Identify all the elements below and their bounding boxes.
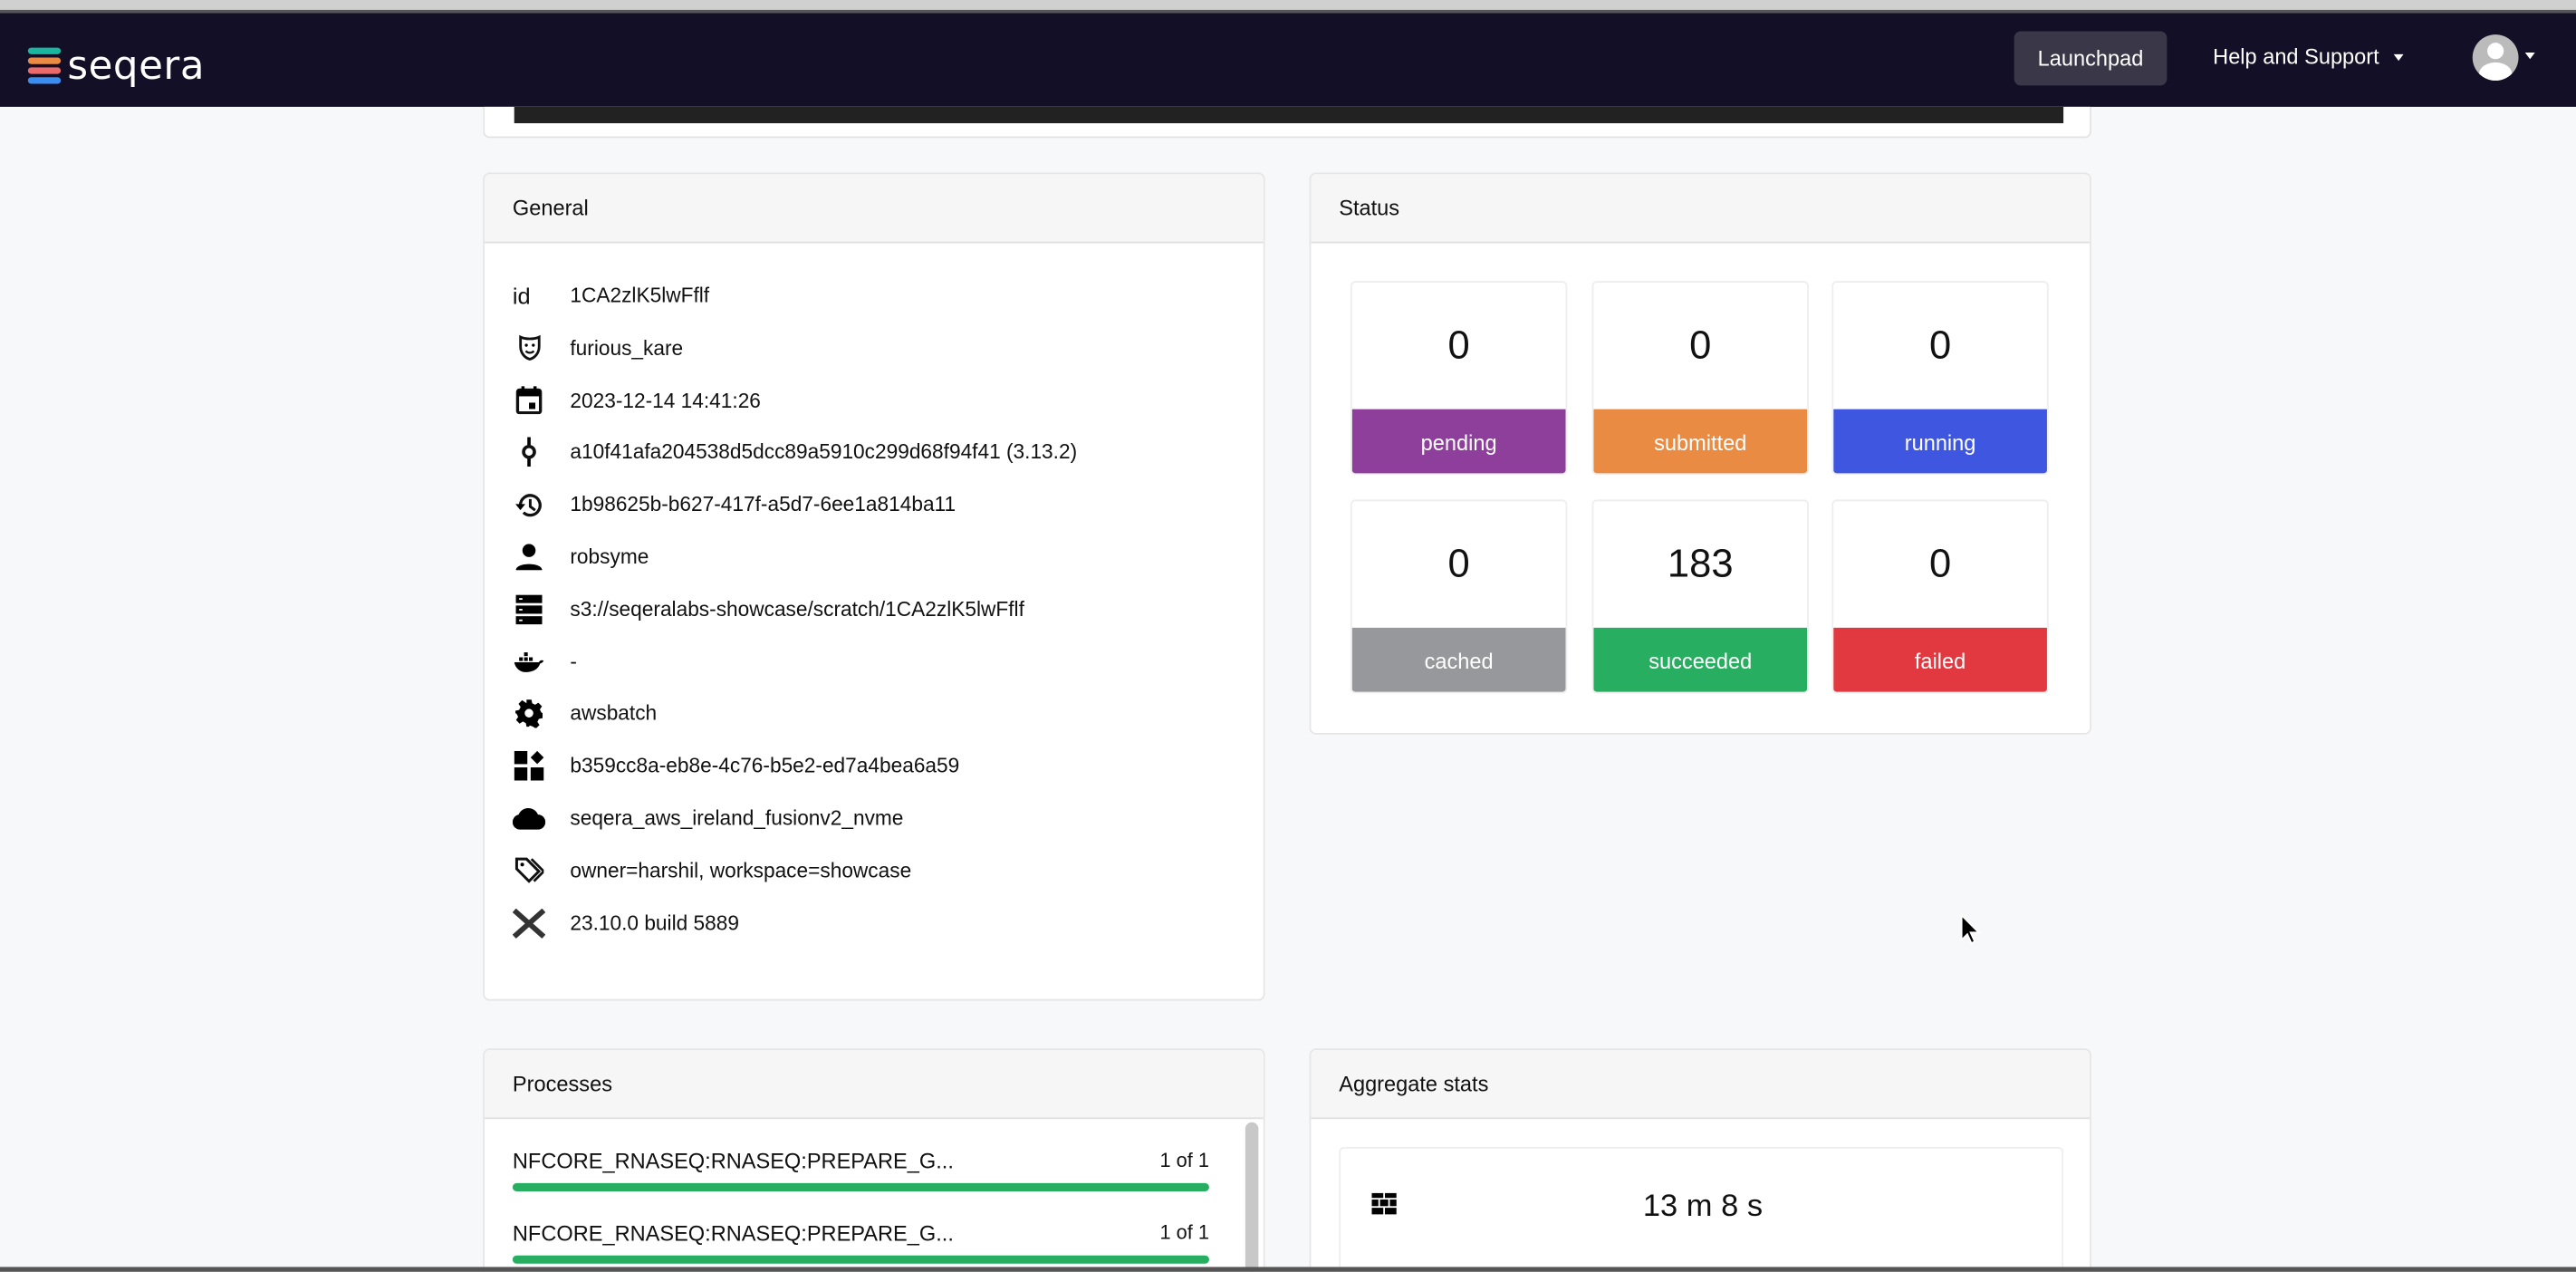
wall-time-value: 13 m 8 s: [1642, 1190, 1764, 1225]
grid-icon: [1371, 1192, 1397, 1215]
status-label: succeeded: [1593, 627, 1808, 692]
mask-icon: [513, 332, 545, 364]
status-label: submitted: [1593, 409, 1808, 474]
general-card: General id 1CA2zlK5lwFflf furious_kare 2023…: [483, 172, 1265, 1001]
status-tile-failed[interactable]: 0 failed: [1831, 499, 2049, 694]
seqera-logo[interactable]: seqera: [27, 43, 206, 89]
general-row: seqera_aws_ireland_fusionv2_nvme: [512, 802, 904, 834]
status-tile-submitted[interactable]: 0 submitted: [1591, 281, 1809, 476]
calendar-icon: [513, 384, 545, 417]
help-support-menu[interactable]: Help and Support: [2213, 43, 2404, 70]
general-value: b359cc8a-eb8e-4c76-b5e2-ed7a4bea6a59: [570, 754, 960, 778]
status-count: 183: [1667, 541, 1734, 586]
avatar[interactable]: [2472, 34, 2519, 81]
status-tile-cached[interactable]: 0 cached: [1350, 499, 1568, 694]
general-value: s3://seqeralabs-showcase/scratch/1CA2zlK…: [570, 597, 1024, 622]
general-row: s3://seqeralabs-showcase/scratch/1CA2zlK…: [513, 593, 1024, 625]
tags-icon: [513, 854, 545, 887]
general-row: furious_kare: [513, 332, 683, 364]
brand-name: seqera: [67, 43, 206, 89]
history-icon: [513, 488, 545, 521]
general-title: General: [485, 174, 1264, 244]
process-name: NFCORE_RNASEQ:RNASEQ:PREPARE_G...: [512, 1148, 954, 1174]
process-item[interactable]: NFCORE_RNASEQ:RNASEQ:PREPARE_G... 1 of 1: [512, 1220, 1209, 1264]
general-value: 2023-12-14 14:41:26: [570, 389, 761, 412]
id-label: id: [512, 282, 531, 309]
navbar: seqera Launchpad Help and Support: [0, 13, 2576, 107]
aggregate-title: Aggregate stats: [1311, 1050, 2091, 1120]
status-label: pending: [1351, 409, 1566, 474]
status-count: 0: [1689, 323, 1712, 368]
status-tile-pending[interactable]: 0 pending: [1350, 281, 1568, 476]
general-row: 2023-12-14 14:41:26: [513, 384, 761, 417]
status-label: running: [1833, 409, 2047, 474]
status-label: failed: [1833, 627, 2047, 692]
status-count: 0: [1928, 541, 1952, 586]
processes-scrollbar[interactable]: [1245, 1122, 1259, 1272]
processes-card: Processes NFCORE_RNASEQ:RNASEQ:PREPARE_G…: [483, 1048, 1265, 1272]
status-title: Status: [1311, 174, 2091, 244]
general-value: 1b98625b-b627-417f-a5d7-6ee1a814ba11: [570, 493, 956, 516]
aggregate-stats-card: Aggregate stats 13 m 8 s: [1309, 1048, 2091, 1272]
cloud-icon: [512, 802, 546, 834]
commit-icon: [513, 436, 545, 468]
general-row: awsbatch: [513, 698, 657, 730]
widgets-icon: [513, 749, 545, 782]
status-count: 0: [1447, 541, 1470, 586]
process-progress-bar: [512, 1255, 1209, 1264]
process-item[interactable]: NFCORE_RNASEQ:RNASEQ:PREPARE_G... 1 of 1: [512, 1148, 1209, 1191]
seqera-logo-icon: [27, 47, 62, 84]
general-row: -: [513, 645, 577, 678]
docker-icon: [513, 645, 545, 678]
general-value: 23.10.0 build 5889: [570, 911, 739, 935]
process-progress-track: [512, 1255, 1209, 1264]
process-count: 1 of 1: [1159, 1148, 1209, 1172]
general-row: b359cc8a-eb8e-4c76-b5e2-ed7a4bea6a59: [513, 749, 959, 782]
general-value: a10f41afa204538d5dcc89a5910c299d68f94f41…: [570, 440, 1078, 465]
general-value: seqera_aws_ireland_fusionv2_nvme: [570, 806, 904, 830]
status-label: cached: [1351, 627, 1566, 692]
general-row: id 1CA2zlK5lwFflf: [513, 279, 709, 312]
wall-time-stat: 13 m 8 s: [1339, 1147, 2064, 1272]
general-value: robsyme: [570, 545, 649, 569]
bottom-strip: [0, 1267, 2576, 1272]
browser-top-strip: [0, 0, 2576, 14]
log-card-bottom: [483, 106, 2091, 139]
launchpad-button[interactable]: Launchpad: [2014, 31, 2167, 86]
processes-title: Processes: [485, 1050, 1264, 1120]
process-count: 1 of 1: [1159, 1220, 1209, 1245]
log-console: [514, 106, 2064, 124]
general-value: 1CA2zlK5lwFflf: [570, 284, 710, 308]
mouse-cursor-icon: [1960, 913, 1981, 945]
status-tile-succeeded[interactable]: 183 succeeded: [1591, 499, 1809, 694]
general-row: owner=harshil, workspace=showcase: [513, 854, 911, 887]
chevron-down-icon: [2393, 53, 2404, 62]
general-value: furious_kare: [570, 336, 684, 360]
general-row: 23.10.0 build 5889: [512, 906, 739, 939]
general-value: owner=harshil, workspace=showcase: [570, 859, 912, 882]
process-progress-bar: [512, 1182, 1209, 1191]
help-label: Help and Support: [2213, 43, 2379, 70]
status-card: Status 0 pending 0 submitted 0 running 0 cached…: [1309, 172, 2091, 735]
process-progress-track: [512, 1182, 1209, 1191]
chevron-down-icon[interactable]: [2524, 53, 2535, 60]
status-tile-running[interactable]: 0 running: [1831, 281, 2049, 476]
general-value: awsbatch: [570, 702, 658, 726]
status-count: 0: [1447, 323, 1470, 368]
general-row: robsyme: [513, 541, 649, 573]
process-name: NFCORE_RNASEQ:RNASEQ:PREPARE_G...: [512, 1220, 954, 1246]
storage-icon: [513, 593, 545, 625]
user-icon: [513, 541, 545, 573]
gear-icon: [513, 698, 545, 730]
general-row: a10f41afa204538d5dcc89a5910c299d68f94f41…: [513, 436, 1077, 468]
general-row: 1b98625b-b627-417f-a5d7-6ee1a814ba11: [513, 488, 956, 521]
status-count: 0: [1928, 323, 1952, 368]
nextflow-icon: [512, 906, 546, 939]
general-value: -: [570, 650, 577, 673]
